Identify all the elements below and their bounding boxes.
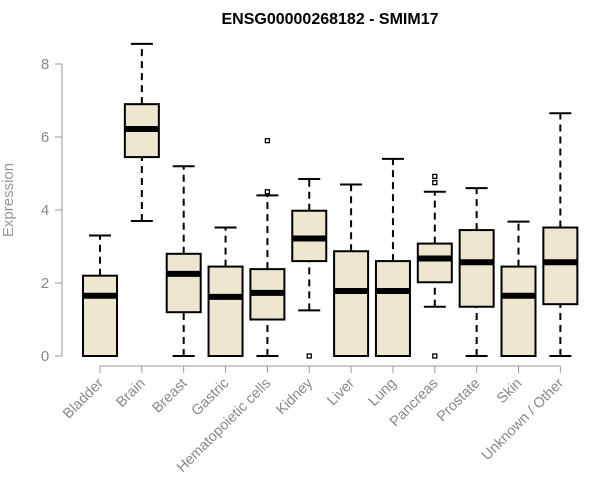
box-prostate (458, 187, 495, 357)
outlier-point (264, 137, 271, 144)
y-tick-label: 8 (41, 56, 49, 73)
outlier-point (432, 173, 438, 180)
y-tick-label: 4 (41, 202, 49, 219)
x-tick-label: Liver (324, 375, 358, 409)
outlier-point (264, 189, 271, 195)
iqr-box (333, 250, 370, 357)
box-gastric (207, 226, 244, 358)
iqr-box (542, 226, 579, 306)
box-skin (500, 220, 537, 358)
y-tick-label: 2 (41, 275, 49, 292)
y-axis: 0 2 4 6 8 (41, 56, 63, 365)
iqr-box (458, 229, 495, 308)
iqr-box (416, 242, 453, 284)
x-tick-label: Kidney (273, 375, 316, 418)
x-tick-label: Lung (366, 376, 400, 410)
x-tick-label: Brain (113, 376, 148, 411)
box-unknown-other (542, 112, 579, 357)
box-hematopoietic-cells (249, 137, 286, 357)
outlier-point (432, 179, 438, 186)
box-pancreas (416, 173, 453, 359)
box-liver (333, 183, 370, 357)
iqr-box (165, 252, 202, 314)
outlier-point (432, 353, 438, 359)
boxes-layer (82, 42, 579, 359)
box-brain (123, 42, 160, 222)
x-tick-label: Prostate (434, 376, 483, 425)
box-breast (165, 165, 202, 357)
box-bladder (82, 234, 118, 358)
x-tick-label: Breast (150, 376, 191, 417)
box-lung (374, 157, 411, 358)
y-tick-label: 6 (41, 129, 49, 146)
iqr-box (374, 260, 411, 358)
x-tick-label: Skin (494, 376, 525, 407)
iqr-box (207, 265, 244, 358)
box-kidney (291, 177, 328, 359)
iqr-box (82, 274, 118, 358)
outlier-point (306, 353, 312, 359)
iqr-box (500, 265, 537, 358)
chart-title: ENSG00000268182 - SMIM17 (221, 11, 438, 28)
x-tick-label: Bladder (60, 375, 107, 422)
y-tick-label: 0 (41, 348, 49, 365)
y-axis-label: Expression (0, 163, 17, 237)
